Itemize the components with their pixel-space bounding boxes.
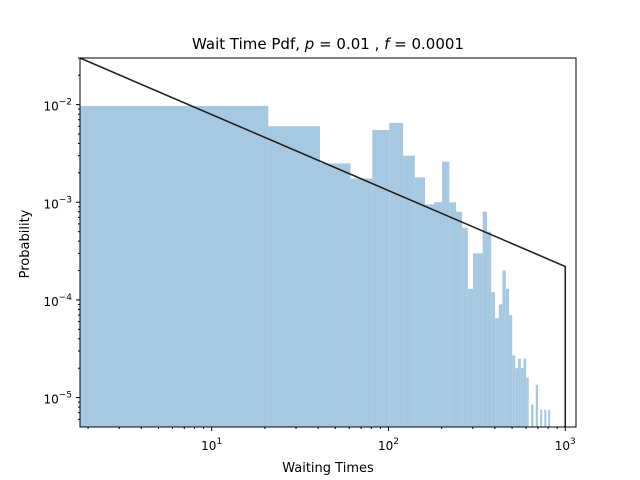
histogram-bar [535, 384, 538, 427]
histogram-bar [495, 318, 499, 427]
chart-title: Wait Time Pdf, p = 0.01 , f = 0.0001 [192, 35, 464, 53]
histogram-bar [544, 409, 547, 427]
chart-title-prefix: Wait Time Pdf, [192, 35, 305, 53]
histogram-bar [531, 404, 534, 427]
chart-title-f-symbol: f [384, 35, 392, 53]
x-axis-label: Waiting Times [282, 461, 374, 476]
histogram-bar [502, 270, 506, 427]
x-tick-label: 103 [555, 437, 576, 453]
y-tick-label: 10−2 [43, 98, 72, 114]
histogram-bar [478, 253, 483, 427]
histogram-bar [491, 292, 496, 427]
histogram-bar [425, 204, 435, 427]
histogram-bar [449, 202, 457, 427]
histogram-bar [540, 409, 543, 427]
y-axis-label: Probability [18, 209, 33, 278]
histogram-bar [350, 178, 373, 427]
histogram-bar [442, 161, 450, 427]
histogram-bar [509, 315, 513, 427]
plot-frame [79, 57, 577, 428]
chart-title-f-value: = 0.0001 [389, 35, 464, 53]
histogram-bar [389, 122, 404, 428]
chart-title-p-symbol: p [304, 35, 315, 53]
histogram-bar [512, 355, 516, 427]
x-tick-label: 101 [201, 437, 222, 453]
histogram-bar [520, 368, 524, 427]
histogram-bar [482, 211, 488, 427]
histogram-bar [518, 358, 521, 427]
histogram-bar [320, 163, 351, 427]
y-tick-label: 10−4 [43, 293, 72, 309]
histogram-bar [268, 126, 321, 427]
histogram-bar [434, 202, 443, 427]
histogram-bar [487, 231, 492, 427]
plot-area [79, 57, 567, 428]
y-tick-label: 10−5 [43, 391, 72, 407]
y-axis-ticks: 10−5 10−4 10−3 10−2 [43, 57, 80, 420]
histogram-bar [548, 409, 551, 427]
chart-title-p-value: = 0.01 , [314, 35, 384, 53]
fit-line [79, 57, 567, 427]
histogram-bar [467, 288, 474, 427]
histogram-bar [456, 211, 463, 427]
x-tick-label: 102 [378, 437, 399, 453]
histogram-bar [526, 377, 529, 427]
histogram-bar [523, 358, 527, 427]
histogram-bar [515, 368, 519, 427]
y-tick-label: 10−3 [43, 195, 72, 211]
histogram-bar [462, 227, 468, 427]
histogram-bar [372, 129, 390, 428]
histogram-bar [80, 105, 269, 428]
histogram-bar [498, 304, 503, 427]
histogram-bar [414, 177, 426, 427]
x-axis-ticks: 101 102 103 [87, 427, 576, 453]
histogram-bar [403, 155, 415, 427]
histogram-bar [473, 253, 479, 427]
histogram-bar [505, 288, 510, 427]
